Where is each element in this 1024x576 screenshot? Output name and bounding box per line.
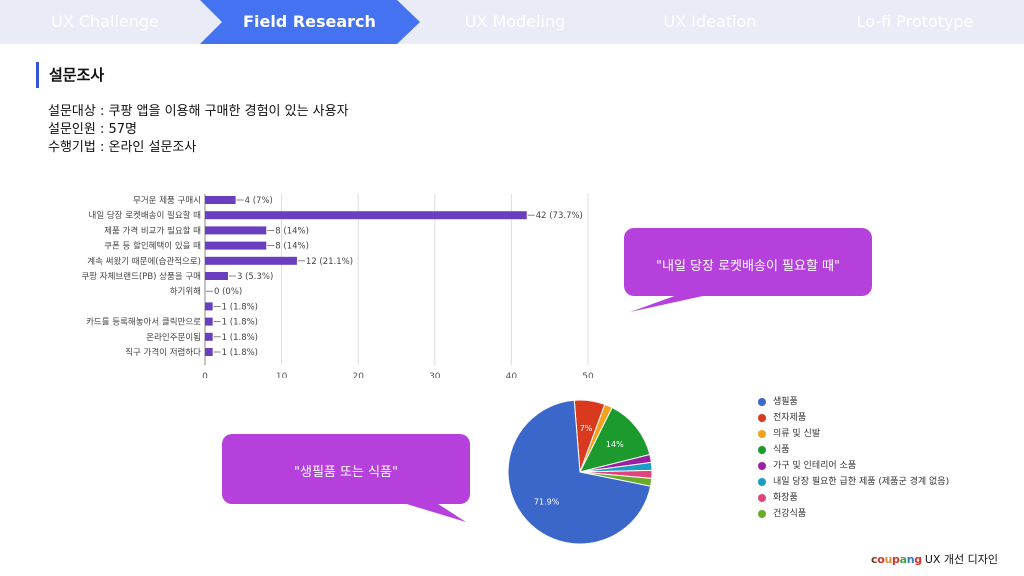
category-label: 직구 가격이 저렴하다 (125, 347, 201, 358)
category-label: 제품 가격 비교가 필요할 때 (104, 225, 201, 236)
data-label: 42 (73.7%) (536, 211, 583, 221)
legend-dot-icon (758, 494, 766, 502)
bar (205, 332, 213, 341)
category-label: 내일 당장 로켓배송이 필요할 때 (89, 210, 202, 221)
pie-slice-label: 71.9% (534, 498, 560, 507)
category-label: 무거운 제품 구매시 (133, 196, 201, 206)
category-label: 하기위해 (170, 286, 201, 297)
data-label: 0 (0%) (214, 287, 242, 297)
product-category-pie-chart: 7% 14% 71.9% (507, 399, 653, 545)
data-label: 4 (7%) (245, 196, 273, 206)
category-label: 쿠폰 등 할인혜택이 있을 때 (104, 241, 201, 252)
legend-item: 화장품 (758, 492, 958, 504)
legend-label: 건강식품 (773, 509, 807, 519)
bar (205, 317, 213, 326)
coupang-logo: coupang (870, 553, 922, 566)
legend-label: 생필품 (773, 397, 798, 407)
survey-target: 설문대상 : 쿠팡 앱을 이용해 구매한 경험이 있는 사용자 (48, 104, 349, 119)
data-label: 1 (1.8%) (222, 348, 258, 358)
bar (205, 272, 228, 280)
pie-slice (579, 406, 651, 473)
legend-dot-icon (758, 398, 766, 406)
legend-label: 의류 및 신발 (773, 429, 821, 439)
x-tick-label: 50 (582, 372, 594, 378)
bar (205, 241, 267, 250)
callout-top-bubble (624, 228, 872, 312)
survey-info: 설문대상 : 쿠팡 앱을 이용해 구매한 경험이 있는 사용자 설문인원 : 5… (48, 103, 349, 157)
legend-label: 내일 당장 필요한 급한 제품 (제품군 경계 없음) (773, 477, 950, 487)
nav-active-chevron (200, 0, 420, 44)
survey-method: 수행기법 : 온라인 설문조사 (48, 140, 197, 155)
process-nav: UX Challenge Field Research UX Modeling … (0, 0, 1024, 44)
x-tick-label: 10 (276, 372, 288, 378)
callout-top-text: "내일 당장 로켓배송이 필요할 때" (656, 259, 840, 274)
legend-item: 전자제품 (758, 412, 958, 424)
callout-bottom-text: "생필품 또는 식품" (294, 465, 398, 480)
data-label: 8 (14%) (275, 242, 309, 252)
bar (205, 256, 297, 265)
brand-subtitle: UX 개선 디자인 (924, 553, 998, 566)
bar (205, 226, 267, 235)
legend-item: 식품 (758, 444, 958, 456)
bar (205, 348, 213, 356)
legend-dot-icon (758, 446, 766, 454)
data-label: 1 (1.8%) (222, 333, 258, 343)
legend-item: 내일 당장 필요한 급한 제품 (제품군 경계 없음) (758, 476, 958, 488)
category-label: 계속 써왔기 때문에(습관적으로) (87, 256, 201, 267)
x-tick-label: 30 (429, 372, 441, 378)
x-tick-label: 20 (352, 372, 364, 378)
category-label: 카드를 등록해놓아서 클릭만으로 (86, 317, 201, 328)
data-label: 1 (1.8%) (222, 302, 258, 312)
legend-dot-icon (758, 414, 766, 422)
legend-item: 의류 및 신발 (758, 428, 958, 440)
legend-label: 식품 (773, 445, 790, 455)
nav-step-ux-modeling[interactable]: UX Modeling (464, 12, 566, 31)
data-label: 12 (21.1%) (306, 257, 353, 267)
data-label: 3 (5.3%) (237, 272, 273, 282)
nav-step-field-research[interactable]: Field Research (243, 12, 376, 31)
legend-label: 화장품 (773, 493, 798, 503)
nav-step-lofi-prototype[interactable]: Lo-fi Prototype (856, 12, 974, 31)
category-label: 온라인주문이됨 (146, 332, 201, 343)
data-label: 1 (1.8%) (222, 318, 258, 328)
legend-dot-icon (758, 430, 766, 438)
bar (205, 302, 213, 311)
nav-step-ux-challenge[interactable]: UX Challenge (51, 12, 159, 31)
bar (205, 211, 527, 220)
category-label: 쿠팡 자체브랜드(PB) 상품을 구매 (81, 271, 201, 282)
survey-respondents: 설문인원 : 57명 (48, 122, 137, 137)
data-label: 8 (14%) (275, 226, 309, 236)
pie-slice-label: 14% (606, 440, 624, 449)
section-title: 설문조사 (36, 62, 104, 88)
brand-footer: coupang UX 개선 디자인 (871, 551, 998, 567)
callout-bottom-bubble (222, 434, 470, 522)
legend-label: 가구 및 인테리어 소품 (773, 461, 857, 471)
legend-item: 생필품 (758, 396, 958, 408)
legend-dot-icon (758, 462, 766, 470)
legend-item: 가구 및 인테리어 소품 (758, 460, 958, 472)
legend-dot-icon (758, 510, 766, 518)
legend-dot-icon (758, 478, 766, 486)
purchase-reason-bar-chart: 0 10 20 30 40 50 무거운 제품 구매시 4 (7%) 내일 당장 로켓배송이 필… (81, 194, 594, 378)
bar (205, 196, 236, 204)
nav-step-ux-ideation[interactable]: UX Ideation (663, 12, 757, 31)
legend-label: 전자제품 (773, 413, 807, 423)
legend-item: 건강식품 (758, 508, 958, 520)
pie-slice (507, 399, 652, 545)
x-tick-label: 40 (506, 372, 518, 378)
x-tick-label: 0 (202, 372, 208, 378)
pie-slice-label: 7% (580, 424, 593, 433)
